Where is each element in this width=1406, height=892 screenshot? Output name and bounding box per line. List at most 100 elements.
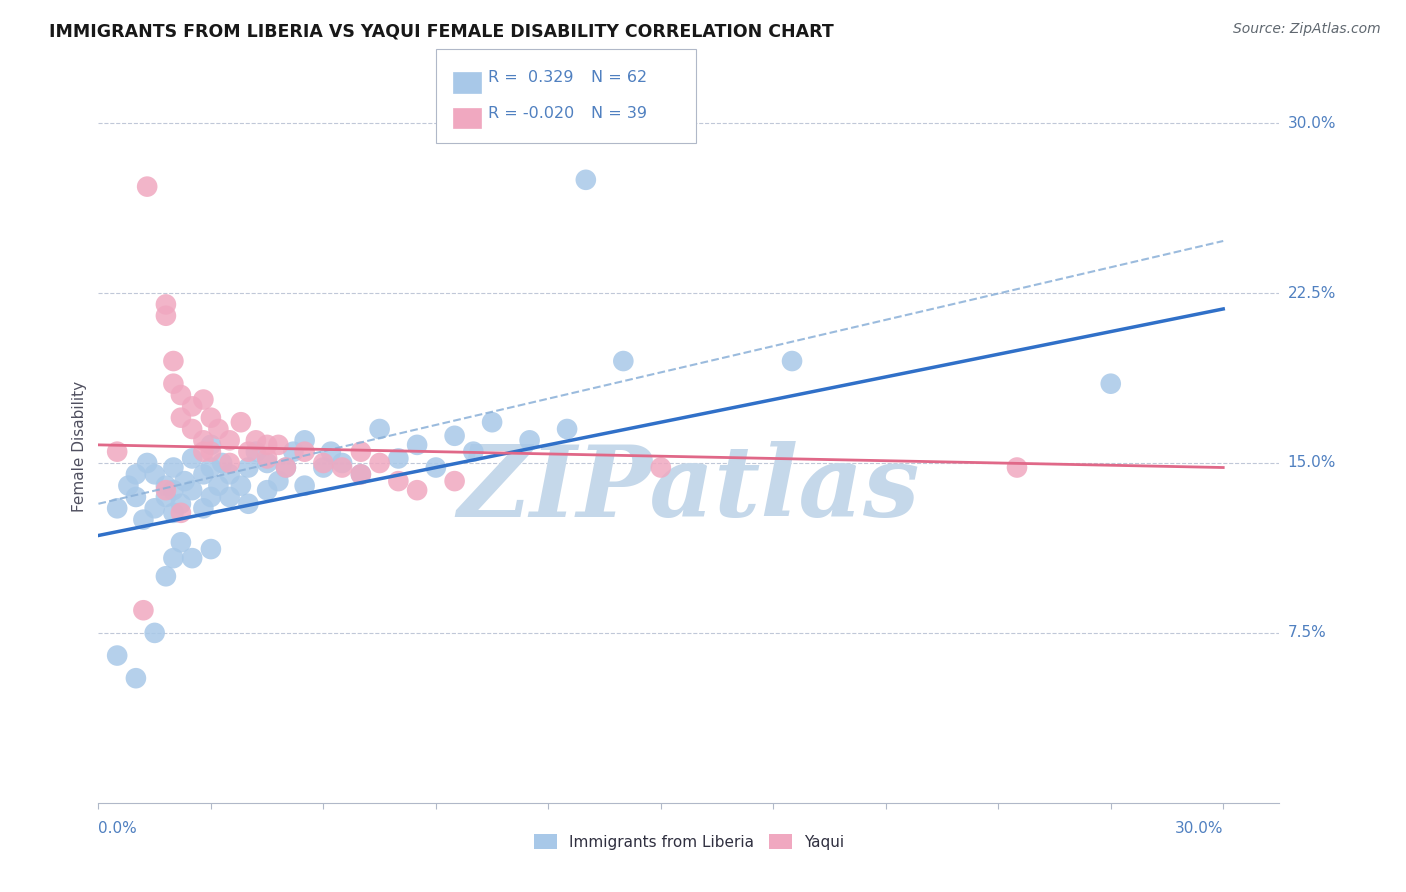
Point (105, 444, 128, 458)
Point (350, 444, 373, 458)
Point (274, 460, 297, 475)
Point (245, 444, 267, 458)
Point (368, 456, 391, 470)
Point (200, 410, 222, 425)
Point (136, 456, 159, 470)
Point (294, 434, 316, 448)
Point (312, 460, 335, 475)
Text: R = -0.020: R = -0.020 (488, 106, 574, 120)
Text: N = 62: N = 62 (591, 70, 647, 85)
Point (443, 429, 465, 443)
Point (463, 444, 485, 458)
Point (173, 474, 195, 488)
Point (425, 460, 447, 475)
Point (193, 392, 215, 407)
Point (181, 551, 204, 566)
Point (387, 474, 409, 488)
Point (170, 388, 193, 402)
Point (612, 354, 634, 368)
Text: N = 39: N = 39 (591, 106, 647, 120)
Point (294, 444, 316, 458)
Text: 22.5%: 22.5% (1288, 285, 1336, 301)
Point (181, 451, 204, 466)
Text: Source: ZipAtlas.com: Source: ZipAtlas.com (1233, 22, 1381, 37)
Point (181, 400, 204, 414)
Point (162, 376, 184, 391)
Point (256, 438, 278, 452)
Point (155, 483, 177, 498)
Point (155, 297, 177, 311)
Point (143, 501, 166, 516)
Point (218, 490, 240, 504)
Point (155, 309, 177, 323)
Text: IMMIGRANTS FROM LIBERIA VS YAQUI FEMALE DISABILITY CORRELATION CHART: IMMIGRANTS FROM LIBERIA VS YAQUI FEMALE … (49, 22, 834, 40)
Point (155, 569, 177, 583)
Legend: Immigrants from Liberia, Yaqui: Immigrants from Liberia, Yaqui (527, 828, 851, 855)
Point (330, 456, 353, 470)
Point (200, 438, 222, 452)
Point (283, 444, 305, 458)
Point (211, 456, 233, 470)
Point (350, 467, 373, 482)
Point (207, 478, 229, 492)
Text: 30.0%: 30.0% (1288, 116, 1336, 131)
Point (170, 535, 193, 549)
Text: R =  0.329: R = 0.329 (488, 70, 574, 85)
Point (1005, 460, 1028, 475)
Point (162, 506, 184, 520)
Point (162, 483, 184, 498)
Point (125, 671, 148, 685)
Point (162, 354, 184, 368)
Point (368, 422, 391, 436)
Point (193, 444, 215, 458)
Point (125, 467, 148, 482)
Point (406, 438, 429, 452)
Point (350, 467, 373, 482)
Text: 0.0%: 0.0% (98, 822, 138, 837)
Point (132, 603, 155, 617)
Point (406, 483, 429, 498)
Point (162, 460, 184, 475)
Point (105, 648, 128, 663)
Point (193, 434, 215, 448)
Point (155, 490, 177, 504)
Point (330, 460, 353, 475)
Point (181, 483, 204, 498)
Point (193, 501, 215, 516)
Point (170, 497, 193, 511)
Point (229, 478, 252, 492)
Point (238, 444, 260, 458)
Point (170, 506, 193, 520)
Point (238, 460, 260, 475)
Point (319, 444, 342, 458)
Point (238, 497, 260, 511)
Point (256, 483, 278, 498)
Point (200, 542, 222, 557)
Point (132, 513, 155, 527)
Point (256, 451, 278, 466)
Point (294, 478, 316, 492)
Point (200, 444, 222, 458)
Point (117, 478, 139, 492)
Point (1099, 376, 1122, 391)
Point (481, 415, 503, 429)
Point (218, 456, 240, 470)
Point (200, 460, 222, 475)
Point (181, 422, 204, 436)
Point (274, 460, 297, 475)
Point (207, 422, 229, 436)
Point (555, 422, 578, 436)
Point (155, 478, 177, 492)
Point (256, 456, 278, 470)
Point (105, 501, 128, 516)
Point (229, 415, 252, 429)
Point (780, 354, 803, 368)
Point (267, 474, 290, 488)
Point (143, 626, 166, 640)
Text: ZIPatlas: ZIPatlas (458, 441, 920, 537)
Point (650, 460, 672, 475)
Point (162, 551, 184, 566)
Point (245, 434, 267, 448)
Text: 7.5%: 7.5% (1288, 625, 1326, 640)
Point (136, 179, 159, 194)
